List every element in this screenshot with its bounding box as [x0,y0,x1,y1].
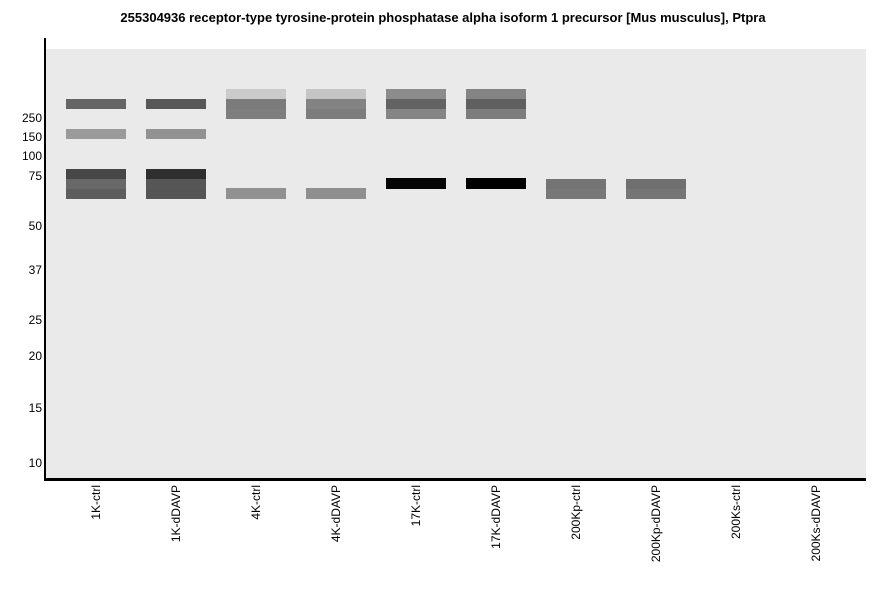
gel-band [146,189,206,199]
gel-band [306,109,366,119]
x-axis-line [44,478,866,481]
mw-marker-25: 25 [28,313,42,327]
gel-band [386,109,446,119]
gel-band [66,99,126,109]
gel-band [66,169,126,179]
lane-label-1k-ddavp: 1K-dDAVP [169,485,183,543]
gel-band [546,179,606,189]
lane-label-200ks-ctrl: 200Ks-ctrl [729,485,743,540]
gel-band [546,189,606,199]
gel-band [226,188,286,199]
mw-marker-75: 75 [28,169,42,183]
mw-marker-150: 150 [21,130,42,144]
gel-band [306,188,366,199]
gel-band [226,109,286,119]
gel-band [146,129,206,139]
lane-label-17k-ctrl: 17K-ctrl [409,485,423,527]
mw-marker-15: 15 [28,401,42,415]
gel-band [466,178,526,189]
gel-band [466,99,526,109]
lane-label-200kp-ctrl: 200Kp-ctrl [569,485,583,540]
gel-band [146,179,206,189]
mw-marker-100: 100 [21,149,42,163]
gel-band [146,169,206,179]
lane-label-1k-ctrl: 1K-ctrl [89,485,103,520]
gel-band [306,89,366,99]
gel-band [466,89,526,99]
mw-marker-50: 50 [28,219,42,233]
gel-area [46,49,866,479]
gel-band [226,99,286,109]
lane-label-200kp-ddavp: 200Kp-dDAVP [649,485,663,563]
gel-band [386,89,446,99]
lane-label-4k-ddavp: 4K-dDAVP [329,485,343,543]
lane-label-17k-ddavp: 17K-dDAVP [489,485,503,549]
mw-marker-250: 250 [21,111,42,125]
lane-label-4k-ctrl: 4K-ctrl [249,485,263,520]
gel-band [626,179,686,189]
gel-band [306,99,366,109]
gel-band [226,89,286,99]
gel-band [626,189,686,199]
gel-band [66,189,126,199]
y-axis-line [44,38,46,481]
mw-marker-37: 37 [28,263,42,277]
gel-band [66,129,126,139]
gel-band [386,178,446,189]
gel-band [66,179,126,189]
gel-band [146,99,206,109]
mw-marker-10: 10 [28,456,42,470]
gel-band [386,99,446,109]
mw-marker-20: 20 [28,349,42,363]
lane-label-200ks-ddavp: 200Ks-dDAVP [809,485,823,562]
figure-title: 255304936 receptor-type tyrosine-protein… [120,10,766,25]
gel-band [466,109,526,119]
